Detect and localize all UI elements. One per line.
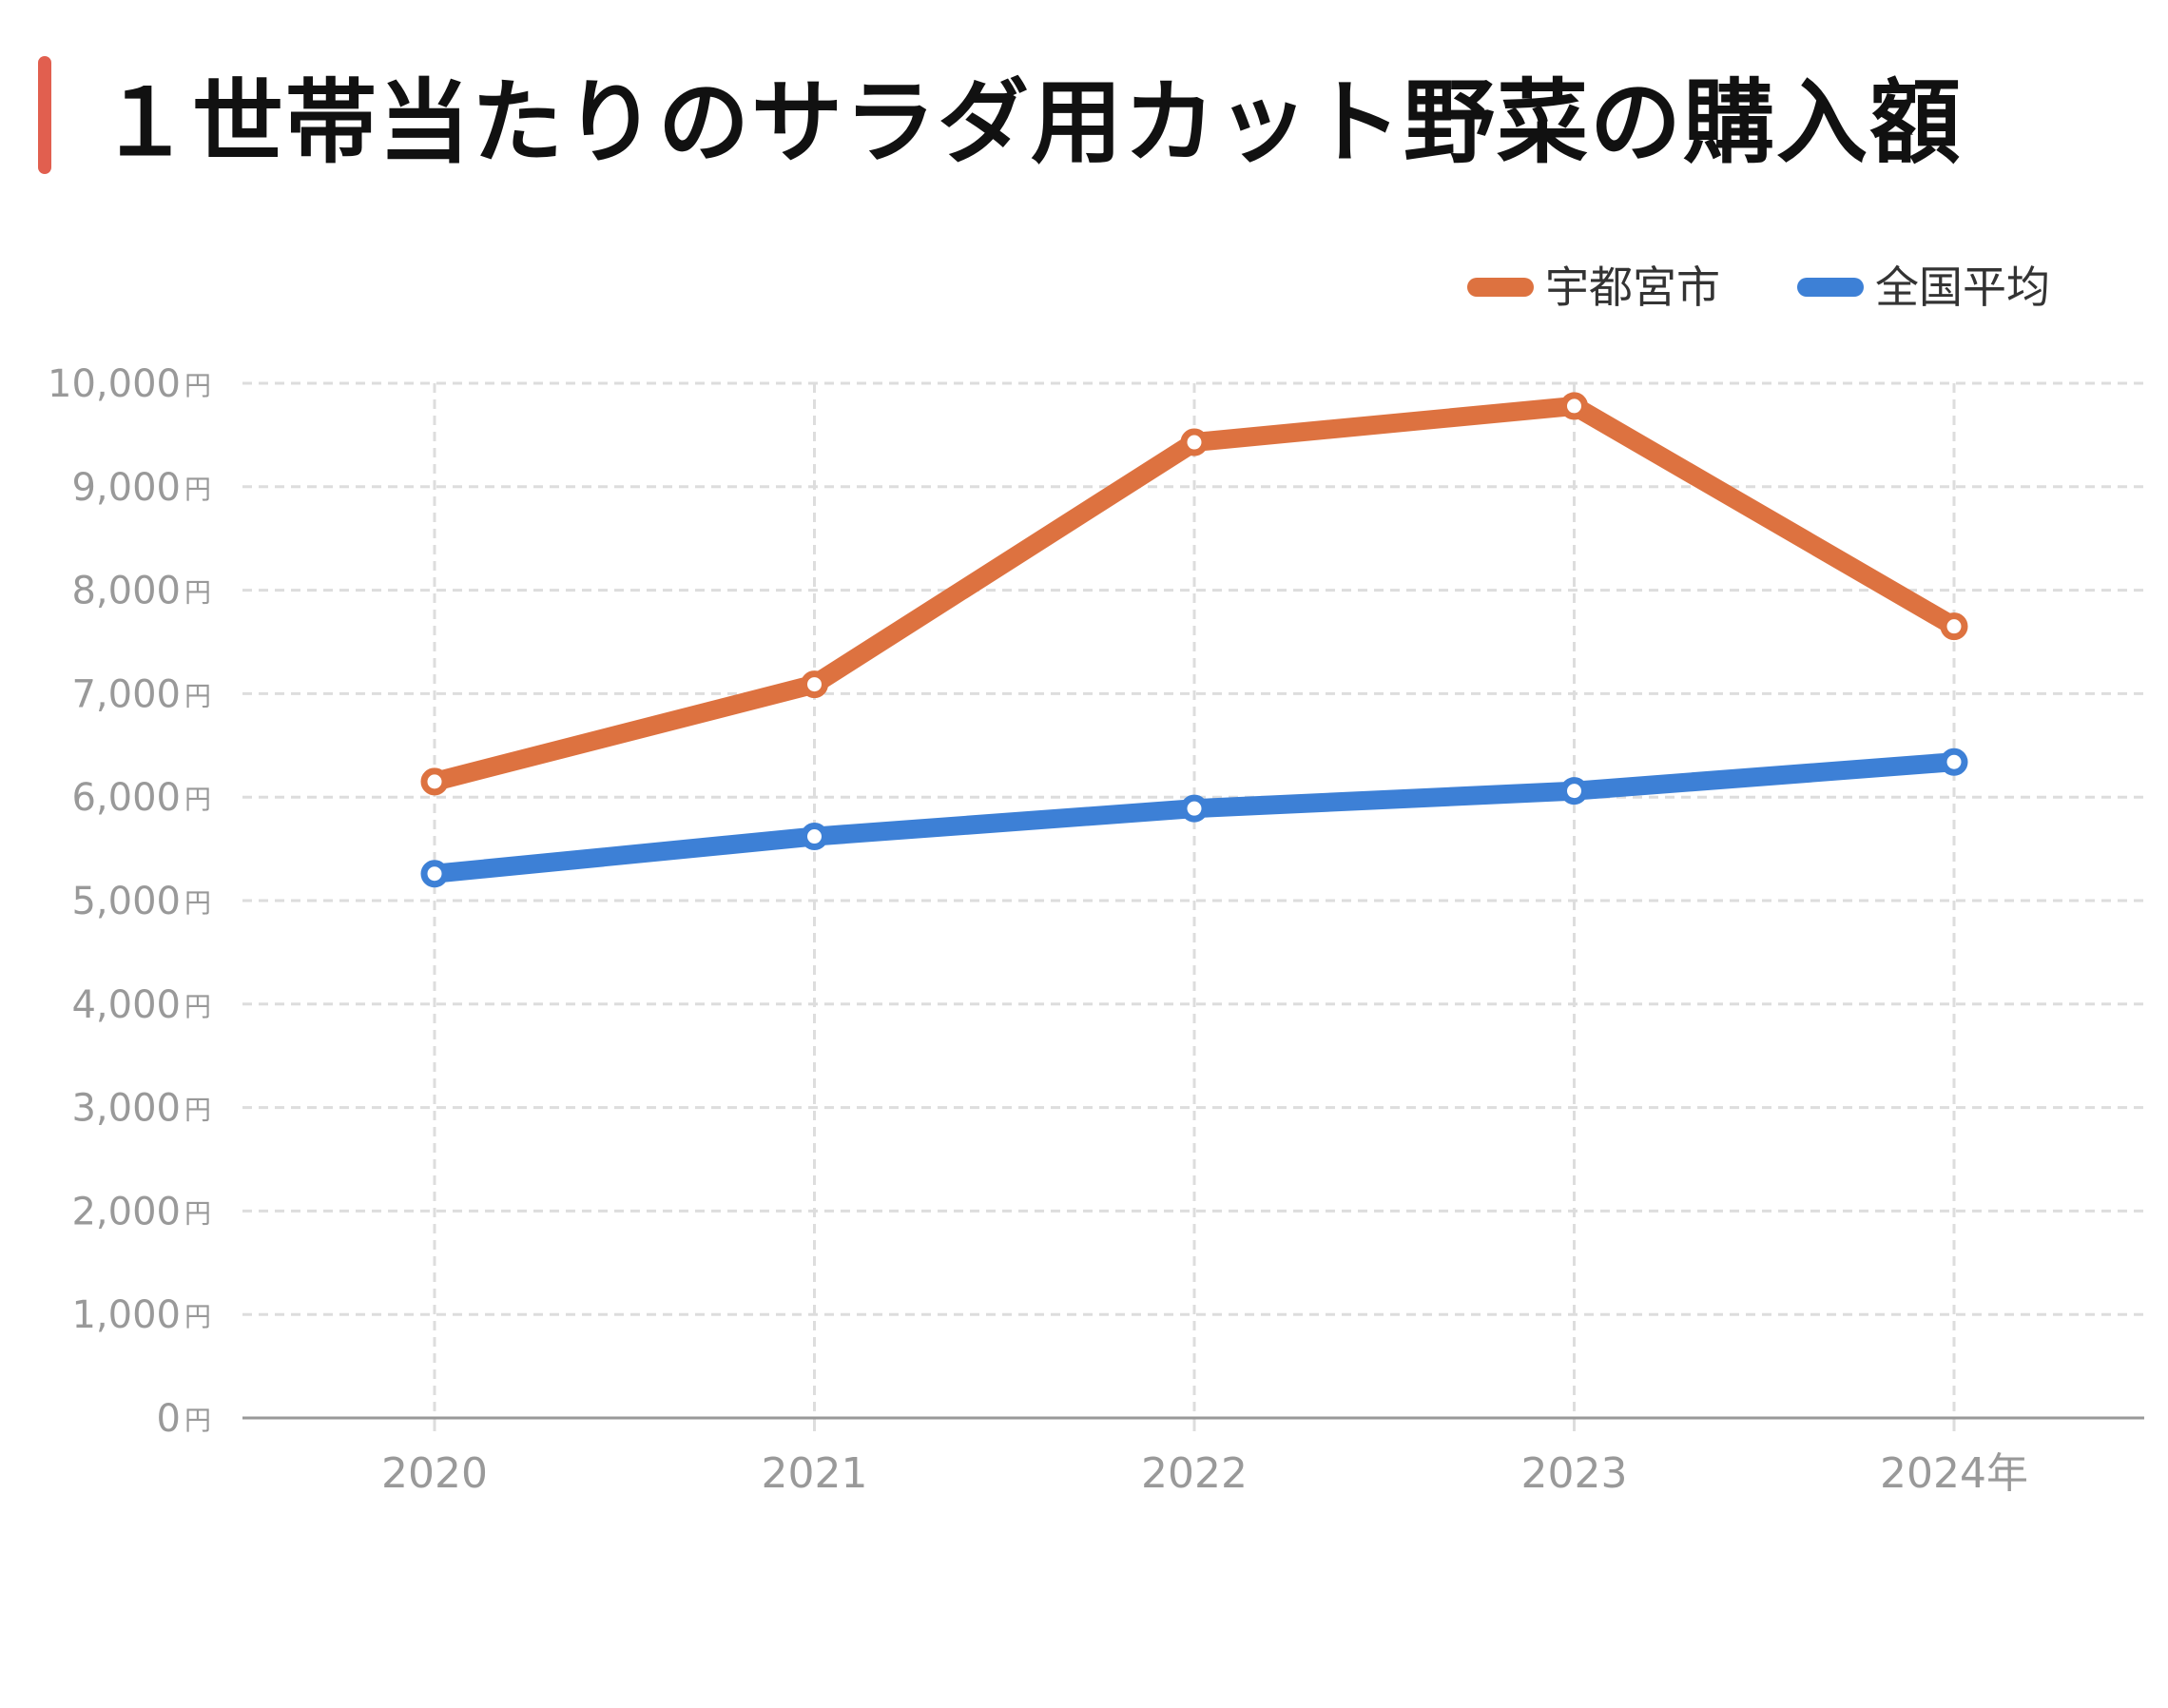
y-tick-unit: 円 bbox=[184, 370, 211, 401]
data-point-1 bbox=[420, 767, 449, 796]
y-tick-unit: 円 bbox=[184, 474, 211, 505]
y-tick-unit: 円 bbox=[184, 577, 211, 609]
legend-label: 全国平均 bbox=[1875, 262, 2050, 313]
y-tick-unit: 円 bbox=[184, 680, 211, 711]
y-tick-label: 5,000 bbox=[71, 880, 181, 923]
y-tick-unit: 円 bbox=[184, 1095, 211, 1126]
title-accent-bar bbox=[38, 55, 51, 174]
data-point-2 bbox=[801, 823, 828, 851]
y-tick-unit: 円 bbox=[184, 1301, 211, 1332]
y-tick-label: 9,000 bbox=[71, 466, 181, 510]
title-block: １世帯当たりのサラダ用カット野菜の購入額 bbox=[38, 55, 1963, 176]
data-point-1 bbox=[1180, 428, 1209, 456]
data-point-1 bbox=[1940, 612, 1968, 641]
legend-label: 宇都宮市 bbox=[1545, 262, 1720, 313]
y-tick-label: 8,000 bbox=[71, 570, 181, 613]
y-tick-label: 7,000 bbox=[71, 672, 181, 716]
data-point-1 bbox=[1560, 392, 1588, 420]
x-tick-label: 2020 bbox=[381, 1449, 488, 1498]
x-tick-label: 2024年 bbox=[1880, 1449, 2028, 1498]
y-tick-unit: 円 bbox=[184, 784, 211, 815]
data-point-2 bbox=[1940, 747, 1968, 776]
y-tick-unit: 円 bbox=[184, 1405, 211, 1436]
y-tick-label: 0 bbox=[157, 1397, 181, 1441]
x-tick-label: 2022 bbox=[1141, 1449, 1248, 1498]
y-tick-unit: 円 bbox=[184, 991, 211, 1022]
y-tick-unit: 円 bbox=[184, 1197, 211, 1229]
y-tick-label: 10,000 bbox=[48, 362, 181, 406]
data-point-2 bbox=[1180, 794, 1209, 823]
x-tick-label: 2023 bbox=[1521, 1449, 1628, 1498]
x-tick-label: 2021 bbox=[762, 1449, 868, 1498]
y-tick-label: 1,000 bbox=[71, 1293, 181, 1337]
data-point-2 bbox=[1560, 777, 1588, 805]
y-tick-label: 2,000 bbox=[71, 1190, 181, 1233]
page-title: １世帯当たりのサラダ用カット野菜の購入額 bbox=[99, 69, 1963, 176]
y-tick-label: 4,000 bbox=[71, 983, 181, 1027]
y-tick-unit: 円 bbox=[184, 887, 211, 919]
data-point-1 bbox=[801, 670, 828, 699]
y-tick-label: 3,000 bbox=[71, 1087, 181, 1131]
y-tick-label: 6,000 bbox=[71, 776, 181, 820]
data-point-2 bbox=[420, 860, 449, 888]
